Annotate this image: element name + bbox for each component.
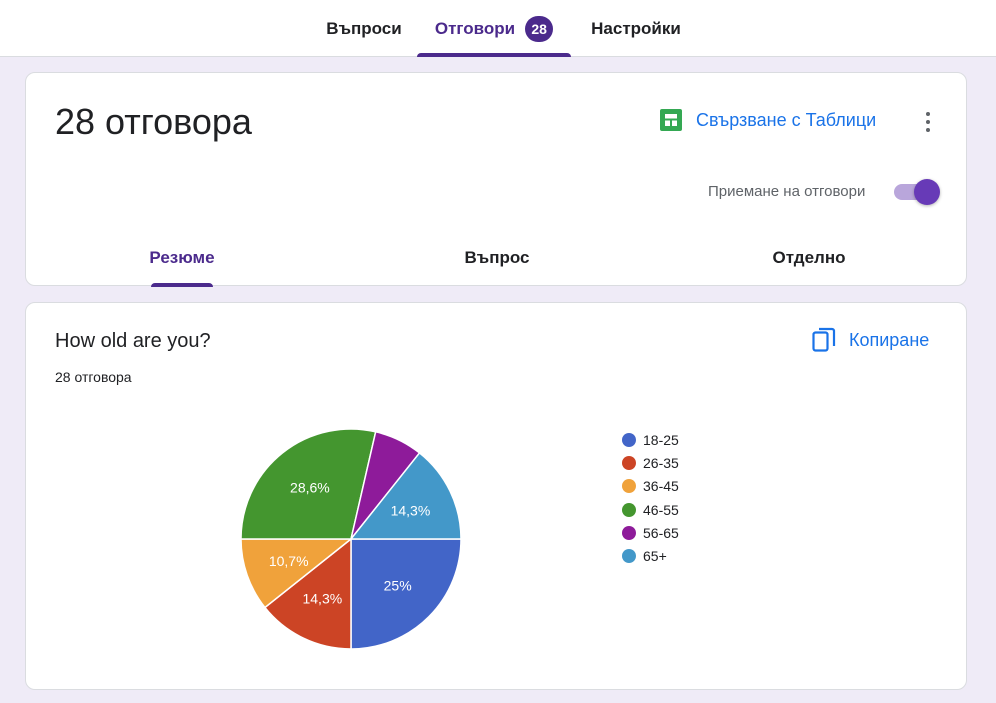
link-to-sheets-button[interactable]: Свързване с Таблици (660, 109, 876, 131)
copy-icon (812, 327, 836, 352)
legend-label: 36-45 (643, 478, 679, 495)
legend-label: 46-55 (643, 501, 679, 518)
copy-chart-label: Копиране (849, 329, 930, 350)
more-options-icon[interactable] (919, 109, 937, 135)
tab-summary-label: Резюме (149, 248, 215, 267)
pie-label-18-25: 25% (384, 578, 412, 594)
legend-item: 36-45 (622, 475, 679, 498)
legend-label: 65+ (643, 548, 667, 565)
question-response-count: 28 отговора (55, 369, 132, 385)
chart-legend: 18-25 26-35 36-45 46-55 56-65 65+ (622, 428, 679, 568)
pie-slice-46-55 (240, 428, 377, 540)
copy-chart-button[interactable]: Копиране (812, 327, 929, 353)
pie-label-36-45: 10,7% (269, 553, 309, 569)
tab-summary[interactable]: Резюме (149, 233, 215, 287)
pie-slice-36-45 (240, 538, 354, 609)
question-title: How old are you? (55, 330, 211, 352)
legend-swatch (622, 525, 636, 540)
legend-label: 26-35 (643, 454, 679, 471)
pie-label-46-55: 28,6% (290, 479, 330, 495)
legend-swatch (622, 502, 636, 517)
tab-responses[interactable]: Отговори 28 (417, 0, 571, 57)
question-summary-card: How old are you? 28 отговора Копиране 25… (25, 302, 967, 690)
tab-questions[interactable]: Въпроси (318, 0, 410, 57)
tab-question-label: Въпрос (464, 248, 530, 267)
tab-settings[interactable]: Настройки (578, 0, 694, 57)
tab-question[interactable]: Въпрос (452, 233, 542, 287)
legend-item: 65+ (622, 544, 679, 567)
accepting-responses-toggle[interactable] (892, 179, 940, 205)
tab-questions-label: Въпроси (326, 18, 402, 38)
legend-item: 46-55 (622, 498, 679, 521)
responses-count-badge: 28 (525, 15, 554, 42)
responses-title: 28 отговора (55, 101, 252, 142)
legend-swatch (622, 455, 636, 470)
tab-settings-label: Настройки (591, 18, 681, 38)
pie-slice-26-35 (263, 537, 352, 650)
legend-swatch (622, 549, 636, 564)
tab-responses-label: Отговори (434, 18, 516, 38)
legend-item: 18-25 (622, 428, 679, 451)
pie-label-26-35: 14,3% (302, 590, 342, 606)
legend-swatch (622, 432, 636, 447)
legend-label: 56-65 (643, 524, 679, 541)
pie-slice-18-25 (350, 538, 462, 650)
pie-slice-65+ (349, 451, 462, 540)
pie-label-65+: 14,3% (391, 502, 431, 518)
active-tab-indicator (417, 53, 571, 57)
accepting-responses-label: Приемане на отговори (708, 183, 866, 200)
toggle-thumb (914, 179, 940, 205)
sheets-icon (660, 109, 682, 131)
link-to-sheets-label: Свързване с Таблици (696, 109, 877, 130)
legend-swatch (622, 479, 636, 494)
active-subtab-indicator (151, 283, 213, 287)
top-tab-bar: Въпроси Отговори 28 Настройки (0, 0, 996, 57)
legend-item: 26-35 (622, 451, 679, 474)
legend-label: 18-25 (643, 431, 679, 448)
tab-individual[interactable]: Отделно (759, 233, 859, 287)
legend-item: 56-65 (622, 521, 679, 544)
responses-summary-card: 28 отговора Свързване с Таблици Приемане… (25, 72, 967, 287)
age-pie-chart: 25% 14,3% 10,7% 28,6% 14,3% (240, 428, 462, 650)
tab-individual-label: Отделно (772, 248, 846, 267)
